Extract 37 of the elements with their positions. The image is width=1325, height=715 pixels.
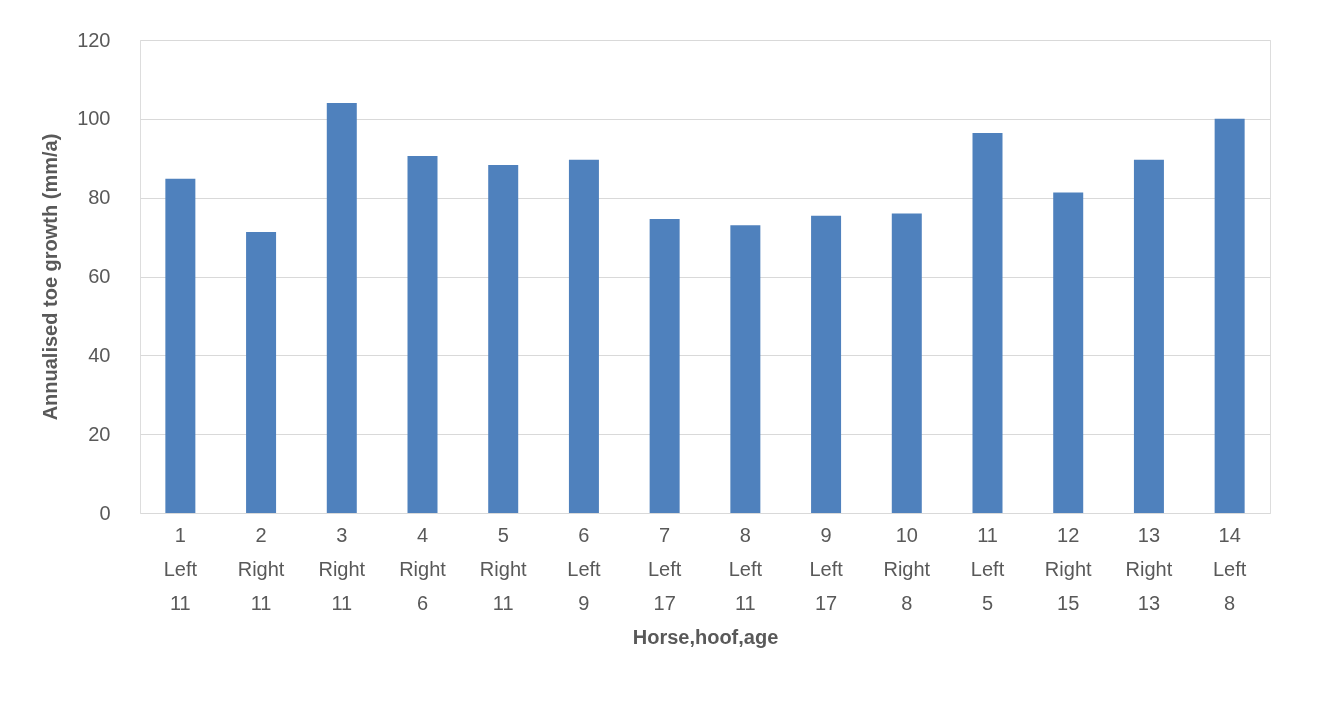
bar	[811, 215, 842, 513]
bar	[891, 213, 922, 513]
y-tick-label: 120	[77, 28, 111, 51]
bar	[730, 225, 761, 513]
bar	[165, 178, 196, 513]
x-tick-label: 11 Left 5	[970, 523, 1005, 614]
bar	[568, 159, 599, 513]
bar	[326, 103, 357, 513]
bar	[1133, 159, 1164, 513]
bar	[649, 218, 680, 513]
y-tick-label: 20	[88, 422, 111, 445]
y-axis-title: Annualised toe growth (mm/a)	[39, 133, 62, 421]
x-tick-label: 7 Left 17	[647, 523, 682, 614]
bar	[1214, 118, 1245, 513]
bar	[488, 164, 519, 513]
x-tick-label: 8 Left 11	[728, 523, 763, 614]
y-tick-label: 60	[88, 265, 111, 287]
x-tick-label: 12 Right 15	[1044, 523, 1092, 614]
x-tick-label: 1 Left 11	[163, 523, 198, 614]
x-tick-label: 6 Left 9	[567, 523, 602, 614]
x-tick-label: 9 Left 17	[809, 523, 844, 614]
bar	[972, 133, 1003, 513]
y-tick-label: 0	[99, 501, 111, 524]
y-tick-label: 100	[77, 107, 111, 130]
y-tick-label: 80	[88, 186, 111, 209]
x-tick-label: 14 Left 8	[1212, 523, 1247, 614]
x-axis-title: Horse,hoof,age	[632, 625, 779, 648]
bar	[1053, 192, 1084, 513]
x-tick-label: 10 Right 8	[883, 523, 931, 614]
x-tick-label: 13 Right 13	[1125, 523, 1173, 614]
x-tick-label: 2 Right 11	[237, 523, 285, 614]
y-tick-label: 40	[88, 343, 111, 366]
x-tick-label: 4 Right 6	[399, 523, 447, 614]
bar	[407, 155, 438, 513]
x-tick-label: 5 Right 11	[479, 523, 527, 614]
bar	[246, 231, 277, 513]
x-tick-label: 3 Right 11	[318, 523, 366, 614]
